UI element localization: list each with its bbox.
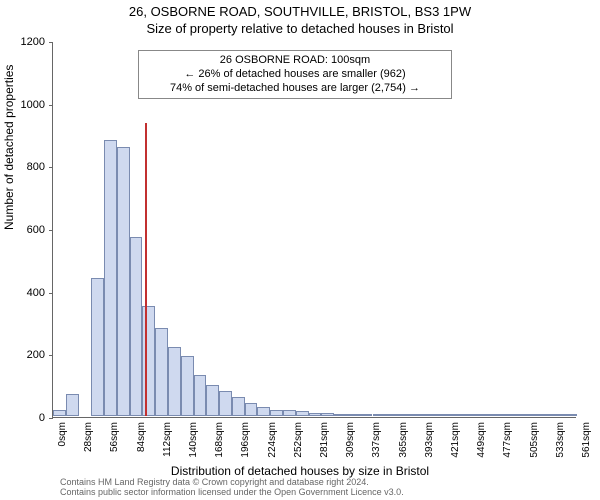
histogram-bar: [270, 410, 283, 416]
histogram-bar: [373, 414, 386, 416]
x-tick-label: 0sqm: [57, 422, 68, 446]
y-tick-mark: [49, 42, 53, 43]
histogram-bar: [245, 403, 258, 416]
y-tick-mark: [49, 418, 53, 419]
histogram-bar: [219, 391, 232, 416]
histogram-bar: [424, 414, 437, 416]
x-tick-label: 309sqm: [345, 422, 356, 458]
y-tick-label: 400: [5, 287, 45, 299]
histogram-bar: [155, 328, 168, 416]
histogram-bar: [117, 147, 130, 416]
x-tick-label: 393sqm: [424, 422, 435, 458]
histogram-bar: [232, 397, 245, 416]
histogram-bar: [449, 414, 462, 416]
footer-attribution: Contains HM Land Registry data © Crown c…: [60, 478, 404, 498]
histogram-bar: [436, 414, 449, 416]
x-tick-label: 140sqm: [188, 422, 199, 458]
x-tick-label: 281sqm: [319, 422, 330, 458]
y-tick-label: 0: [5, 412, 45, 424]
histogram-bar: [168, 347, 181, 416]
histogram-bar: [385, 414, 398, 416]
reference-marker-line: [145, 123, 147, 416]
x-tick-label: 365sqm: [398, 422, 409, 458]
histogram-bar: [194, 375, 207, 416]
footer-line-2: Contains public sector information licen…: [60, 488, 404, 498]
histogram-bar: [130, 237, 143, 416]
y-tick-label: 200: [5, 349, 45, 361]
chart-container: 0200400600800100012000sqm28sqm56sqm84sqm…: [52, 42, 576, 418]
histogram-bar: [283, 410, 296, 416]
x-tick-label: 337sqm: [371, 422, 382, 458]
histogram-bar: [398, 414, 411, 416]
histogram-bar: [500, 414, 513, 416]
histogram-bar: [257, 407, 270, 416]
annotation-line: 26 OSBORNE ROAD: 100sqm: [145, 54, 445, 68]
histogram-bar: [513, 414, 526, 416]
histogram-bar: [475, 414, 488, 416]
histogram-bar: [526, 414, 539, 416]
histogram-bar: [347, 414, 360, 416]
histogram-bar: [334, 414, 347, 417]
x-tick-label: 561sqm: [581, 422, 592, 458]
x-tick-label: 449sqm: [476, 422, 487, 458]
y-axis-label: Number of detached properties: [2, 65, 16, 230]
plot-area: 0200400600800100012000sqm28sqm56sqm84sqm…: [52, 42, 576, 418]
histogram-bar: [296, 411, 309, 416]
x-tick-label: 533sqm: [555, 422, 566, 458]
x-tick-label: 421sqm: [450, 422, 461, 458]
x-tick-label: 505sqm: [529, 422, 540, 458]
x-axis-label: Distribution of detached houses by size …: [0, 464, 600, 478]
histogram-bar: [309, 413, 322, 416]
histogram-bar: [321, 413, 334, 416]
histogram-bar: [462, 414, 475, 416]
x-tick-label: 28sqm: [83, 422, 94, 452]
histogram-bar: [488, 414, 501, 416]
annotation-line: 74% of semi-detached houses are larger (…: [145, 82, 445, 96]
histogram-bar: [539, 414, 552, 416]
y-tick-label: 800: [5, 161, 45, 173]
x-tick-label: 84sqm: [136, 422, 147, 452]
annotation-box: 26 OSBORNE ROAD: 100sqm← 26% of detached…: [138, 50, 452, 99]
y-tick-mark: [49, 293, 53, 294]
histogram-bar: [53, 410, 66, 416]
histogram-bar: [360, 414, 373, 416]
histogram-bar: [66, 394, 79, 416]
y-tick-mark: [49, 230, 53, 231]
y-tick-mark: [49, 355, 53, 356]
histogram-bar: [181, 356, 194, 416]
x-tick-label: 196sqm: [240, 422, 251, 458]
x-tick-label: 112sqm: [162, 422, 173, 457]
histogram-bar: [104, 140, 117, 416]
x-tick-label: 224sqm: [267, 422, 278, 458]
annotation-line: ← 26% of detached houses are smaller (96…: [145, 68, 445, 82]
y-tick-mark: [49, 105, 53, 106]
x-tick-label: 477sqm: [502, 422, 513, 458]
x-tick-label: 252sqm: [293, 422, 304, 458]
page-title-main: 26, OSBORNE ROAD, SOUTHVILLE, BRISTOL, B…: [0, 0, 600, 19]
y-tick-label: 1200: [5, 36, 45, 48]
histogram-bar: [411, 414, 424, 416]
y-tick-mark: [49, 167, 53, 168]
y-tick-label: 600: [5, 224, 45, 236]
histogram-bar: [551, 414, 564, 416]
y-tick-label: 1000: [5, 99, 45, 111]
histogram-bar: [91, 278, 104, 416]
histogram-bar: [206, 385, 219, 416]
x-tick-label: 168sqm: [214, 422, 225, 458]
page-title-sub: Size of property relative to detached ho…: [0, 19, 600, 36]
histogram-bar: [564, 414, 577, 416]
x-tick-label: 56sqm: [109, 422, 120, 452]
